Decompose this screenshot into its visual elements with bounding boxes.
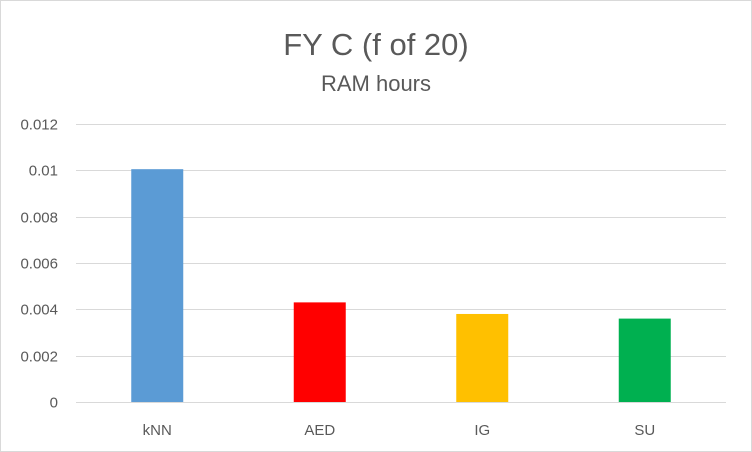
y-tick-label: 0 bbox=[50, 395, 58, 412]
bar-ig bbox=[456, 313, 509, 402]
x-tick-label: SU bbox=[634, 422, 655, 439]
y-tick-label: 0.01 bbox=[29, 163, 58, 180]
gridlines bbox=[76, 124, 726, 403]
y-tick-label: 0.012 bbox=[20, 117, 58, 134]
x-tick-label: kNN bbox=[143, 422, 172, 439]
bar-su bbox=[618, 318, 671, 402]
y-tick-label: 0.008 bbox=[20, 210, 58, 227]
y-axis-ticks: 0 0.002 0.004 0.006 0.008 0.01 0.012 bbox=[20, 117, 58, 412]
bars bbox=[131, 169, 671, 402]
bar-knn bbox=[131, 169, 184, 402]
bar-aed bbox=[293, 302, 346, 402]
x-axis-ticks: kNN AED IG SU bbox=[143, 422, 656, 439]
y-tick-label: 0.002 bbox=[20, 349, 58, 366]
x-tick-label: IG bbox=[474, 422, 490, 439]
chart-title: FY C (f of 20) bbox=[283, 27, 469, 62]
y-tick-label: 0.004 bbox=[20, 302, 58, 319]
chart-subtitle: RAM hours bbox=[321, 71, 431, 96]
y-tick-label: 0.006 bbox=[20, 256, 58, 273]
x-tick-label: AED bbox=[304, 422, 335, 439]
